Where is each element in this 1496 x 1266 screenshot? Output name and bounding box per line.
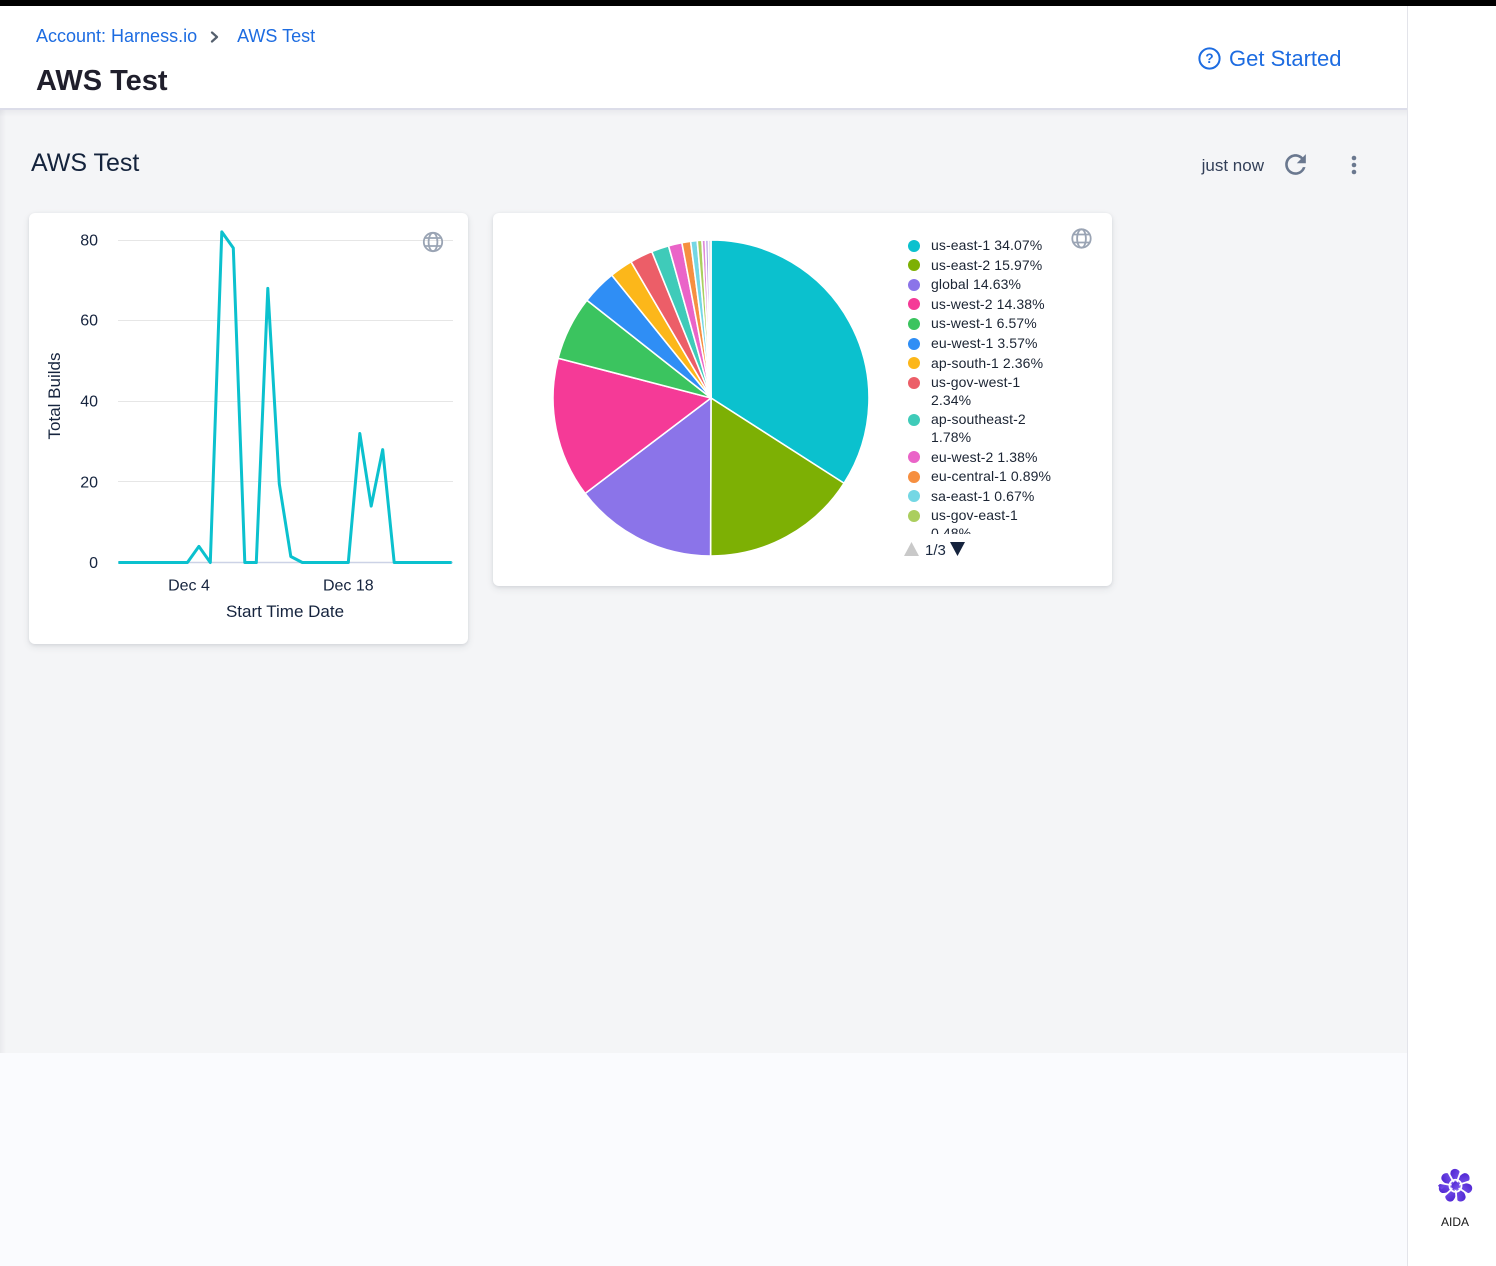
svg-text:Start Time Date: Start Time Date	[226, 602, 344, 621]
svg-text:Total Builds: Total Builds	[45, 353, 64, 440]
svg-text:60: 60	[80, 313, 98, 330]
svg-text:20: 20	[80, 474, 98, 491]
svg-text:Dec 4: Dec 4	[168, 578, 210, 595]
svg-text:Dec 18: Dec 18	[323, 578, 374, 595]
svg-text:40: 40	[80, 394, 98, 411]
svg-text:0: 0	[89, 555, 98, 572]
svg-text:80: 80	[80, 233, 98, 250]
svg-text:?: ?	[1205, 51, 1213, 66]
